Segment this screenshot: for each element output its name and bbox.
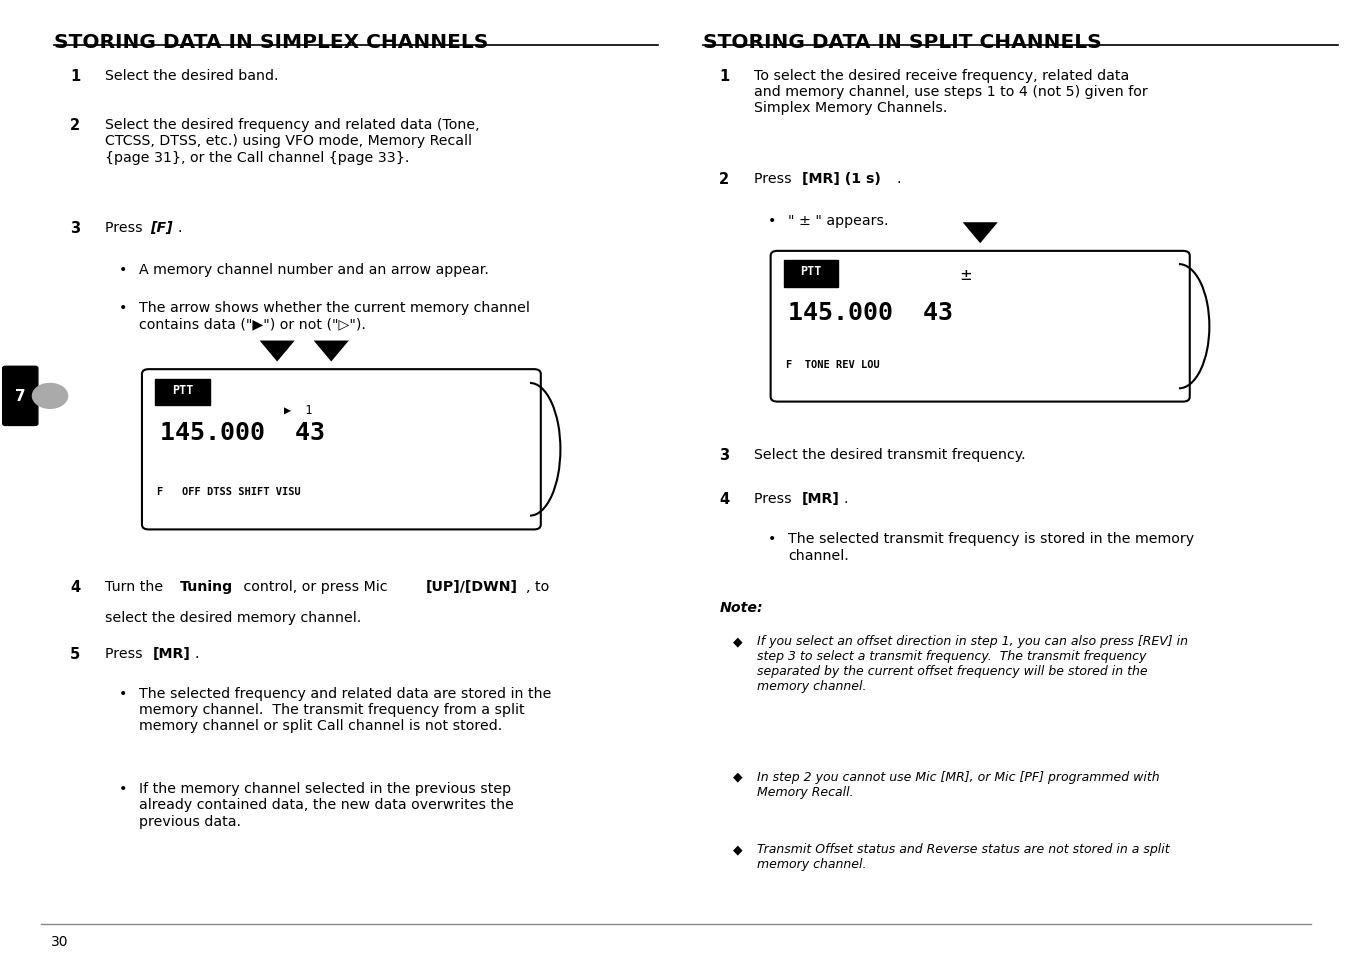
Text: •: • xyxy=(119,301,127,315)
Text: 145.000  43: 145.000 43 xyxy=(788,300,953,324)
Text: 3: 3 xyxy=(719,448,729,463)
FancyBboxPatch shape xyxy=(155,379,210,406)
Text: ▶  1: ▶ 1 xyxy=(284,403,312,416)
Text: The selected frequency and related data are stored in the
memory channel.  The t: The selected frequency and related data … xyxy=(139,686,552,733)
Text: 4: 4 xyxy=(70,579,80,595)
Text: 1: 1 xyxy=(70,69,81,84)
Text: STORING DATA IN SPLIT CHANNELS: STORING DATA IN SPLIT CHANNELS xyxy=(703,33,1102,52)
Text: In step 2 you cannot use Mic [MR], or Mic [PF] programmed with
Memory Recall.: In step 2 you cannot use Mic [MR], or Mi… xyxy=(757,770,1160,798)
Text: •: • xyxy=(768,532,776,546)
Text: ◆: ◆ xyxy=(733,842,742,856)
Text: 3: 3 xyxy=(70,221,80,236)
Text: PTT: PTT xyxy=(800,265,822,278)
Text: ◆: ◆ xyxy=(733,635,742,648)
FancyBboxPatch shape xyxy=(771,252,1190,402)
Text: ◆: ◆ xyxy=(733,770,742,783)
Text: If you select an offset direction in step 1, you can also press [REV] in
step 3 : If you select an offset direction in ste… xyxy=(757,635,1188,693)
Text: Press: Press xyxy=(105,646,147,660)
Text: [MR]: [MR] xyxy=(153,646,191,660)
Text: •: • xyxy=(768,213,776,228)
Text: 7: 7 xyxy=(15,389,26,404)
Text: Press: Press xyxy=(105,221,147,235)
Text: STORING DATA IN SIMPLEX CHANNELS: STORING DATA IN SIMPLEX CHANNELS xyxy=(54,33,488,52)
Text: 145.000  43: 145.000 43 xyxy=(160,420,324,444)
Text: Press: Press xyxy=(754,172,796,186)
Text: select the desired memory channel.: select the desired memory channel. xyxy=(105,610,362,624)
Text: PTT: PTT xyxy=(172,383,193,396)
Text: .: . xyxy=(844,492,848,506)
Text: [MR] (1 s): [MR] (1 s) xyxy=(802,172,880,186)
Polygon shape xyxy=(260,341,295,362)
Text: If the memory channel selected in the previous step
already contained data, the : If the memory channel selected in the pr… xyxy=(139,781,514,828)
Text: 1: 1 xyxy=(719,69,730,84)
Text: Tuning: Tuning xyxy=(180,579,233,594)
Text: Select the desired frequency and related data (Tone,
CTCSS, DTSS, etc.) using VF: Select the desired frequency and related… xyxy=(105,118,480,165)
Text: .: . xyxy=(177,221,181,235)
Text: •: • xyxy=(119,686,127,700)
Text: A memory channel number and an arrow appear.: A memory channel number and an arrow app… xyxy=(139,263,489,277)
Text: Select the desired transmit frequency.: Select the desired transmit frequency. xyxy=(754,448,1026,462)
FancyBboxPatch shape xyxy=(3,367,38,426)
FancyBboxPatch shape xyxy=(142,370,541,530)
Text: , to: , to xyxy=(526,579,549,594)
Polygon shape xyxy=(314,341,349,362)
Text: ±: ± xyxy=(960,266,971,284)
Text: 30: 30 xyxy=(51,934,69,948)
Text: .: . xyxy=(896,172,900,186)
Text: The selected transmit frequency is stored in the memory
channel.: The selected transmit frequency is store… xyxy=(788,532,1194,562)
Text: Note:: Note: xyxy=(719,600,763,615)
Text: [UP]/[DWN]: [UP]/[DWN] xyxy=(426,579,518,594)
Text: F   OFF DTSS SHIFT VISU: F OFF DTSS SHIFT VISU xyxy=(157,487,300,497)
Text: " ± " appears.: " ± " appears. xyxy=(788,213,888,228)
Text: Transmit Offset status and Reverse status are not stored in a split
memory chann: Transmit Offset status and Reverse statu… xyxy=(757,842,1169,870)
Text: •: • xyxy=(119,263,127,277)
Text: Select the desired band.: Select the desired band. xyxy=(105,69,279,83)
Text: •: • xyxy=(119,781,127,796)
Circle shape xyxy=(32,384,68,409)
Polygon shape xyxy=(963,223,998,244)
Text: 5: 5 xyxy=(70,646,81,661)
Text: [F]: [F] xyxy=(150,221,173,235)
Text: 2: 2 xyxy=(719,172,729,187)
Text: F  TONE REV LOU: F TONE REV LOU xyxy=(786,359,879,369)
Text: control, or press Mic: control, or press Mic xyxy=(239,579,392,594)
Text: Press: Press xyxy=(754,492,796,506)
Text: 2: 2 xyxy=(70,118,80,133)
Text: To select the desired receive frequency, related data
and memory channel, use st: To select the desired receive frequency,… xyxy=(754,69,1148,115)
Text: The arrow shows whether the current memory channel
contains data ("▶") or not (": The arrow shows whether the current memo… xyxy=(139,301,530,332)
Text: [MR]: [MR] xyxy=(802,492,840,506)
Text: .: . xyxy=(195,646,199,660)
FancyBboxPatch shape xyxy=(784,261,838,288)
Text: Turn the: Turn the xyxy=(105,579,168,594)
Text: 4: 4 xyxy=(719,492,729,507)
